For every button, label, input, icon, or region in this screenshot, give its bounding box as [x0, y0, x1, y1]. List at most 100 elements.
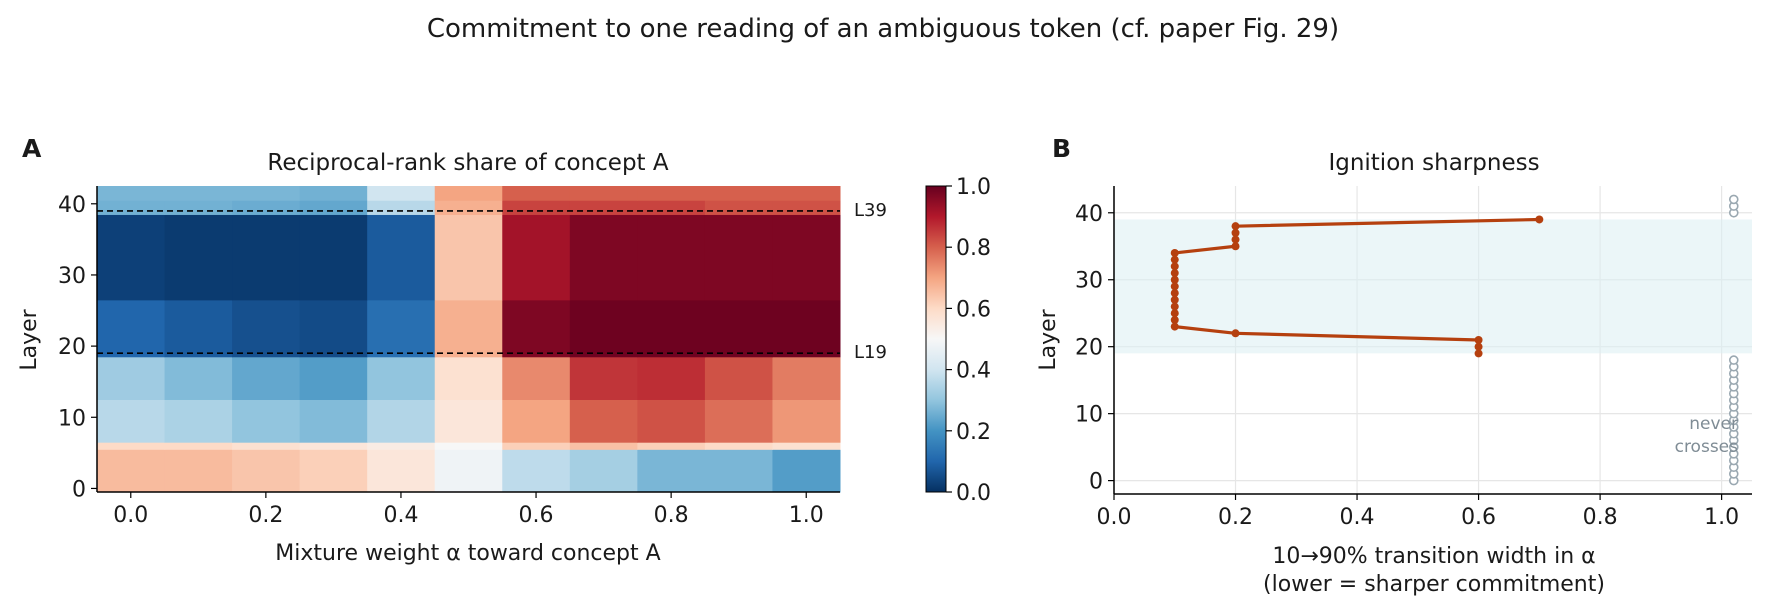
- panel-b-y-tick-label: 30: [1075, 269, 1103, 294]
- heatmap-cell-0-1: [164, 449, 233, 493]
- heatmap-cell-1-3: [299, 442, 368, 450]
- transition-width-point: [1231, 242, 1240, 251]
- heatmap-cell-2-2: [232, 399, 301, 443]
- heatmap-cell-7-5: [434, 186, 503, 201]
- heatmap-cell-3-7: [569, 356, 638, 400]
- panel-a-xlabel: Mixture weight α toward concept A: [275, 541, 660, 566]
- never-crosses-marker: [1728, 355, 1739, 365]
- heatmap-cell-6-5: [434, 200, 503, 215]
- heatmap-axes: 0.0 0.2 0.4 0.6 0.8 1.0 0 10 20 30 40: [58, 186, 840, 528]
- heatmap-cell-5-2: [232, 214, 301, 301]
- heatmap-x-tick-label: 0.8: [654, 503, 689, 528]
- heatmap-reference-lines: [97, 210, 840, 355]
- panel-b-y-tick-label: 10: [1075, 403, 1103, 428]
- panel-a-title: Reciprocal-rank share of concept A: [267, 150, 669, 176]
- heatmap-cell-0-0: [97, 449, 166, 493]
- heatmap-cell-1-4: [367, 442, 436, 450]
- heatmap-cell-1-5: [434, 442, 503, 450]
- heatmap-cell-4-9: [704, 299, 773, 358]
- heatmap-cell-7-7: [569, 186, 638, 201]
- heatmap-cell-3-6: [502, 356, 571, 400]
- heatmap-cell-2-7: [569, 399, 638, 443]
- heatmap-cell-3-3: [299, 356, 368, 400]
- heatmap-cell-3-2: [232, 356, 301, 400]
- heatmap-cell-5-3: [299, 214, 368, 301]
- heatmap-cell-6-4: [367, 200, 436, 215]
- heatmap-cell-3-10: [772, 356, 841, 400]
- heatmap-cell-6-7: [569, 200, 638, 215]
- panel-b-x-tick-label: 0.6: [1461, 505, 1496, 530]
- heatmap-cell-1-2: [232, 442, 301, 450]
- panel-b-x-tick-label: 0.0: [1097, 505, 1132, 530]
- annotation-l19: L19: [854, 342, 887, 363]
- heatmap-y-tick-label: 30: [58, 264, 86, 289]
- panel-b-y-tick-label: 20: [1075, 336, 1103, 361]
- heatmap-x-tick-label: 0.6: [519, 503, 554, 528]
- panel-b-ylabel: Layer: [1036, 308, 1061, 370]
- heatmap-cell-4-7: [569, 299, 638, 358]
- heatmap-cell-5-5: [434, 214, 503, 301]
- heatmap-y-tick-label: 20: [58, 335, 86, 360]
- transition-width-point: [1231, 228, 1240, 237]
- transition-width-point: [1231, 222, 1240, 231]
- heatmap-cell-6-6: [502, 200, 571, 215]
- heatmap-cell-0-8: [637, 449, 706, 493]
- panel-b-xlabel-2: (lower = sharper commitment): [1263, 572, 1605, 597]
- heatmap-cell-4-3: [299, 299, 368, 358]
- heatmap-cell-7-3: [299, 186, 368, 201]
- panel-a-label: A: [22, 134, 42, 163]
- panel-b-x-tick-label: 0.8: [1583, 505, 1618, 530]
- heatmap: [97, 186, 841, 493]
- heatmap-cell-7-0: [97, 186, 166, 201]
- heatmap-cell-0-10: [772, 449, 841, 493]
- heatmap-x-tick-label: 0.0: [113, 503, 148, 528]
- transition-width-point: [1535, 215, 1544, 224]
- heatmap-cell-2-3: [299, 399, 368, 443]
- heatmap-cell-6-0: [97, 200, 166, 215]
- heatmap-cell-0-3: [299, 449, 368, 493]
- heatmap-cell-7-1: [164, 186, 233, 201]
- heatmap-cell-6-10: [772, 200, 841, 215]
- heatmap-cell-3-5: [434, 356, 503, 400]
- heatmap-cell-6-8: [637, 200, 706, 215]
- heatmap-x-tick-label: 0.4: [383, 503, 418, 528]
- colorbar-tick-label: 1.0: [956, 175, 991, 200]
- heatmap-cell-0-4: [367, 449, 436, 493]
- never-crosses-label-1: never: [1689, 414, 1738, 434]
- crossing-band-rect: [1114, 219, 1752, 354]
- transition-width-point: [1170, 248, 1179, 257]
- heatmap-cell-6-1: [164, 200, 233, 215]
- transition-width-point: [1474, 342, 1483, 351]
- transition-width-point: [1474, 349, 1483, 358]
- heatmap-cell-2-8: [637, 399, 706, 443]
- never-crosses-marker: [1728, 194, 1739, 205]
- transition-width-point: [1231, 235, 1240, 244]
- panel-a: A Reciprocal-rank share of concept A 0.0…: [17, 134, 887, 566]
- heatmap-cell-2-4: [367, 399, 436, 443]
- never-crosses-label-2: crosses: [1675, 437, 1739, 457]
- heatmap-cell-5-9: [704, 214, 773, 301]
- panel-b-x-tick-label: 1.0: [1704, 505, 1739, 530]
- colorbar-tick-label: 0.8: [956, 236, 991, 261]
- heatmap-cell-1-0: [97, 442, 166, 450]
- transition-width-line: [1170, 215, 1544, 358]
- panel-b-axes: 0.0 0.2 0.4 0.6 0.8 1.0 0 10 20 30 40: [1075, 186, 1752, 530]
- heatmap-cell-5-6: [502, 214, 571, 301]
- heatmap-cell-4-10: [772, 299, 841, 358]
- heatmap-cell-7-2: [232, 186, 301, 201]
- heatmap-cell-7-10: [772, 186, 841, 201]
- colorbar-gradient: [925, 185, 947, 493]
- heatmap-cell-6-9: [704, 200, 773, 215]
- heatmap-cell-6-2: [232, 200, 301, 215]
- heatmap-y-tick-label: 40: [58, 193, 86, 218]
- heatmap-cell-4-4: [367, 299, 436, 358]
- heatmap-cell-1-10: [772, 442, 841, 450]
- transition-width-point: [1170, 295, 1179, 304]
- heatmap-cell-4-8: [637, 299, 706, 358]
- crossing-band: [1114, 219, 1752, 354]
- panel-b-x-tick-label: 0.2: [1218, 505, 1253, 530]
- heatmap-cell-1-8: [637, 442, 706, 450]
- heatmap-cell-3-0: [97, 356, 166, 400]
- colorbar: 0.0 0.2 0.4 0.6 0.8 1.0: [925, 175, 991, 506]
- transition-width-point: [1170, 255, 1179, 264]
